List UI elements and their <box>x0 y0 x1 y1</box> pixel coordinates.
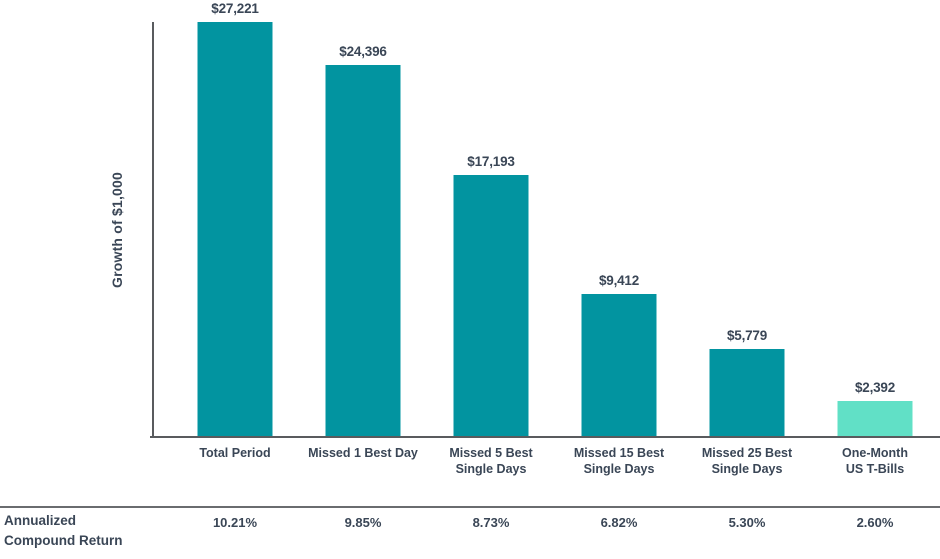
category-label: Total Period <box>199 446 271 460</box>
bar <box>837 400 913 437</box>
annualized-return-value: 9.85% <box>344 515 382 530</box>
bar-value-label: $17,193 <box>467 154 515 169</box>
bar-column: $5,779 <box>683 0 811 437</box>
category-label: One-Month US T-Bills <box>842 446 908 477</box>
bar-column: $27,221 <box>171 0 299 437</box>
bar <box>325 65 401 437</box>
category-label: Missed 5 Best Single Days <box>449 446 533 477</box>
bar-value-label: $2,392 <box>854 379 896 395</box>
x-axis-line <box>150 436 940 438</box>
bar-value-label: $9,412 <box>598 272 640 288</box>
annualized-return-value: 8.73% <box>472 515 510 530</box>
y-axis-line <box>152 22 154 437</box>
annualized-return-value: 5.30% <box>728 515 766 530</box>
category-label: Missed 15 Best Single Days <box>573 446 665 477</box>
bar <box>453 175 529 437</box>
bar-column: $17,193 <box>427 0 555 437</box>
category-label: Missed 1 Best Day <box>308 446 418 460</box>
footer-row-label: Annualized Compound Return <box>4 513 123 548</box>
bar-column: $9,412 <box>555 0 683 437</box>
footer-separator-line <box>0 506 940 508</box>
annualized-return-value: 6.82% <box>600 515 638 530</box>
bar <box>709 349 785 437</box>
category-label: Missed 25 Best Single Days <box>701 446 793 477</box>
annualized-return-value: 2.60% <box>856 515 894 530</box>
bar-column: $2,392 <box>811 0 939 437</box>
bar-column: $24,396 <box>299 0 427 437</box>
annualized-return-value: 10.21% <box>212 515 258 530</box>
bar-value-label: $5,779 <box>726 328 768 343</box>
bar <box>581 293 657 437</box>
bar-value-label: $24,396 <box>339 44 387 59</box>
y-axis-label: Growth of $1,000 <box>109 171 125 289</box>
bar-value-label: $27,221 <box>211 1 259 16</box>
bar <box>197 22 273 437</box>
